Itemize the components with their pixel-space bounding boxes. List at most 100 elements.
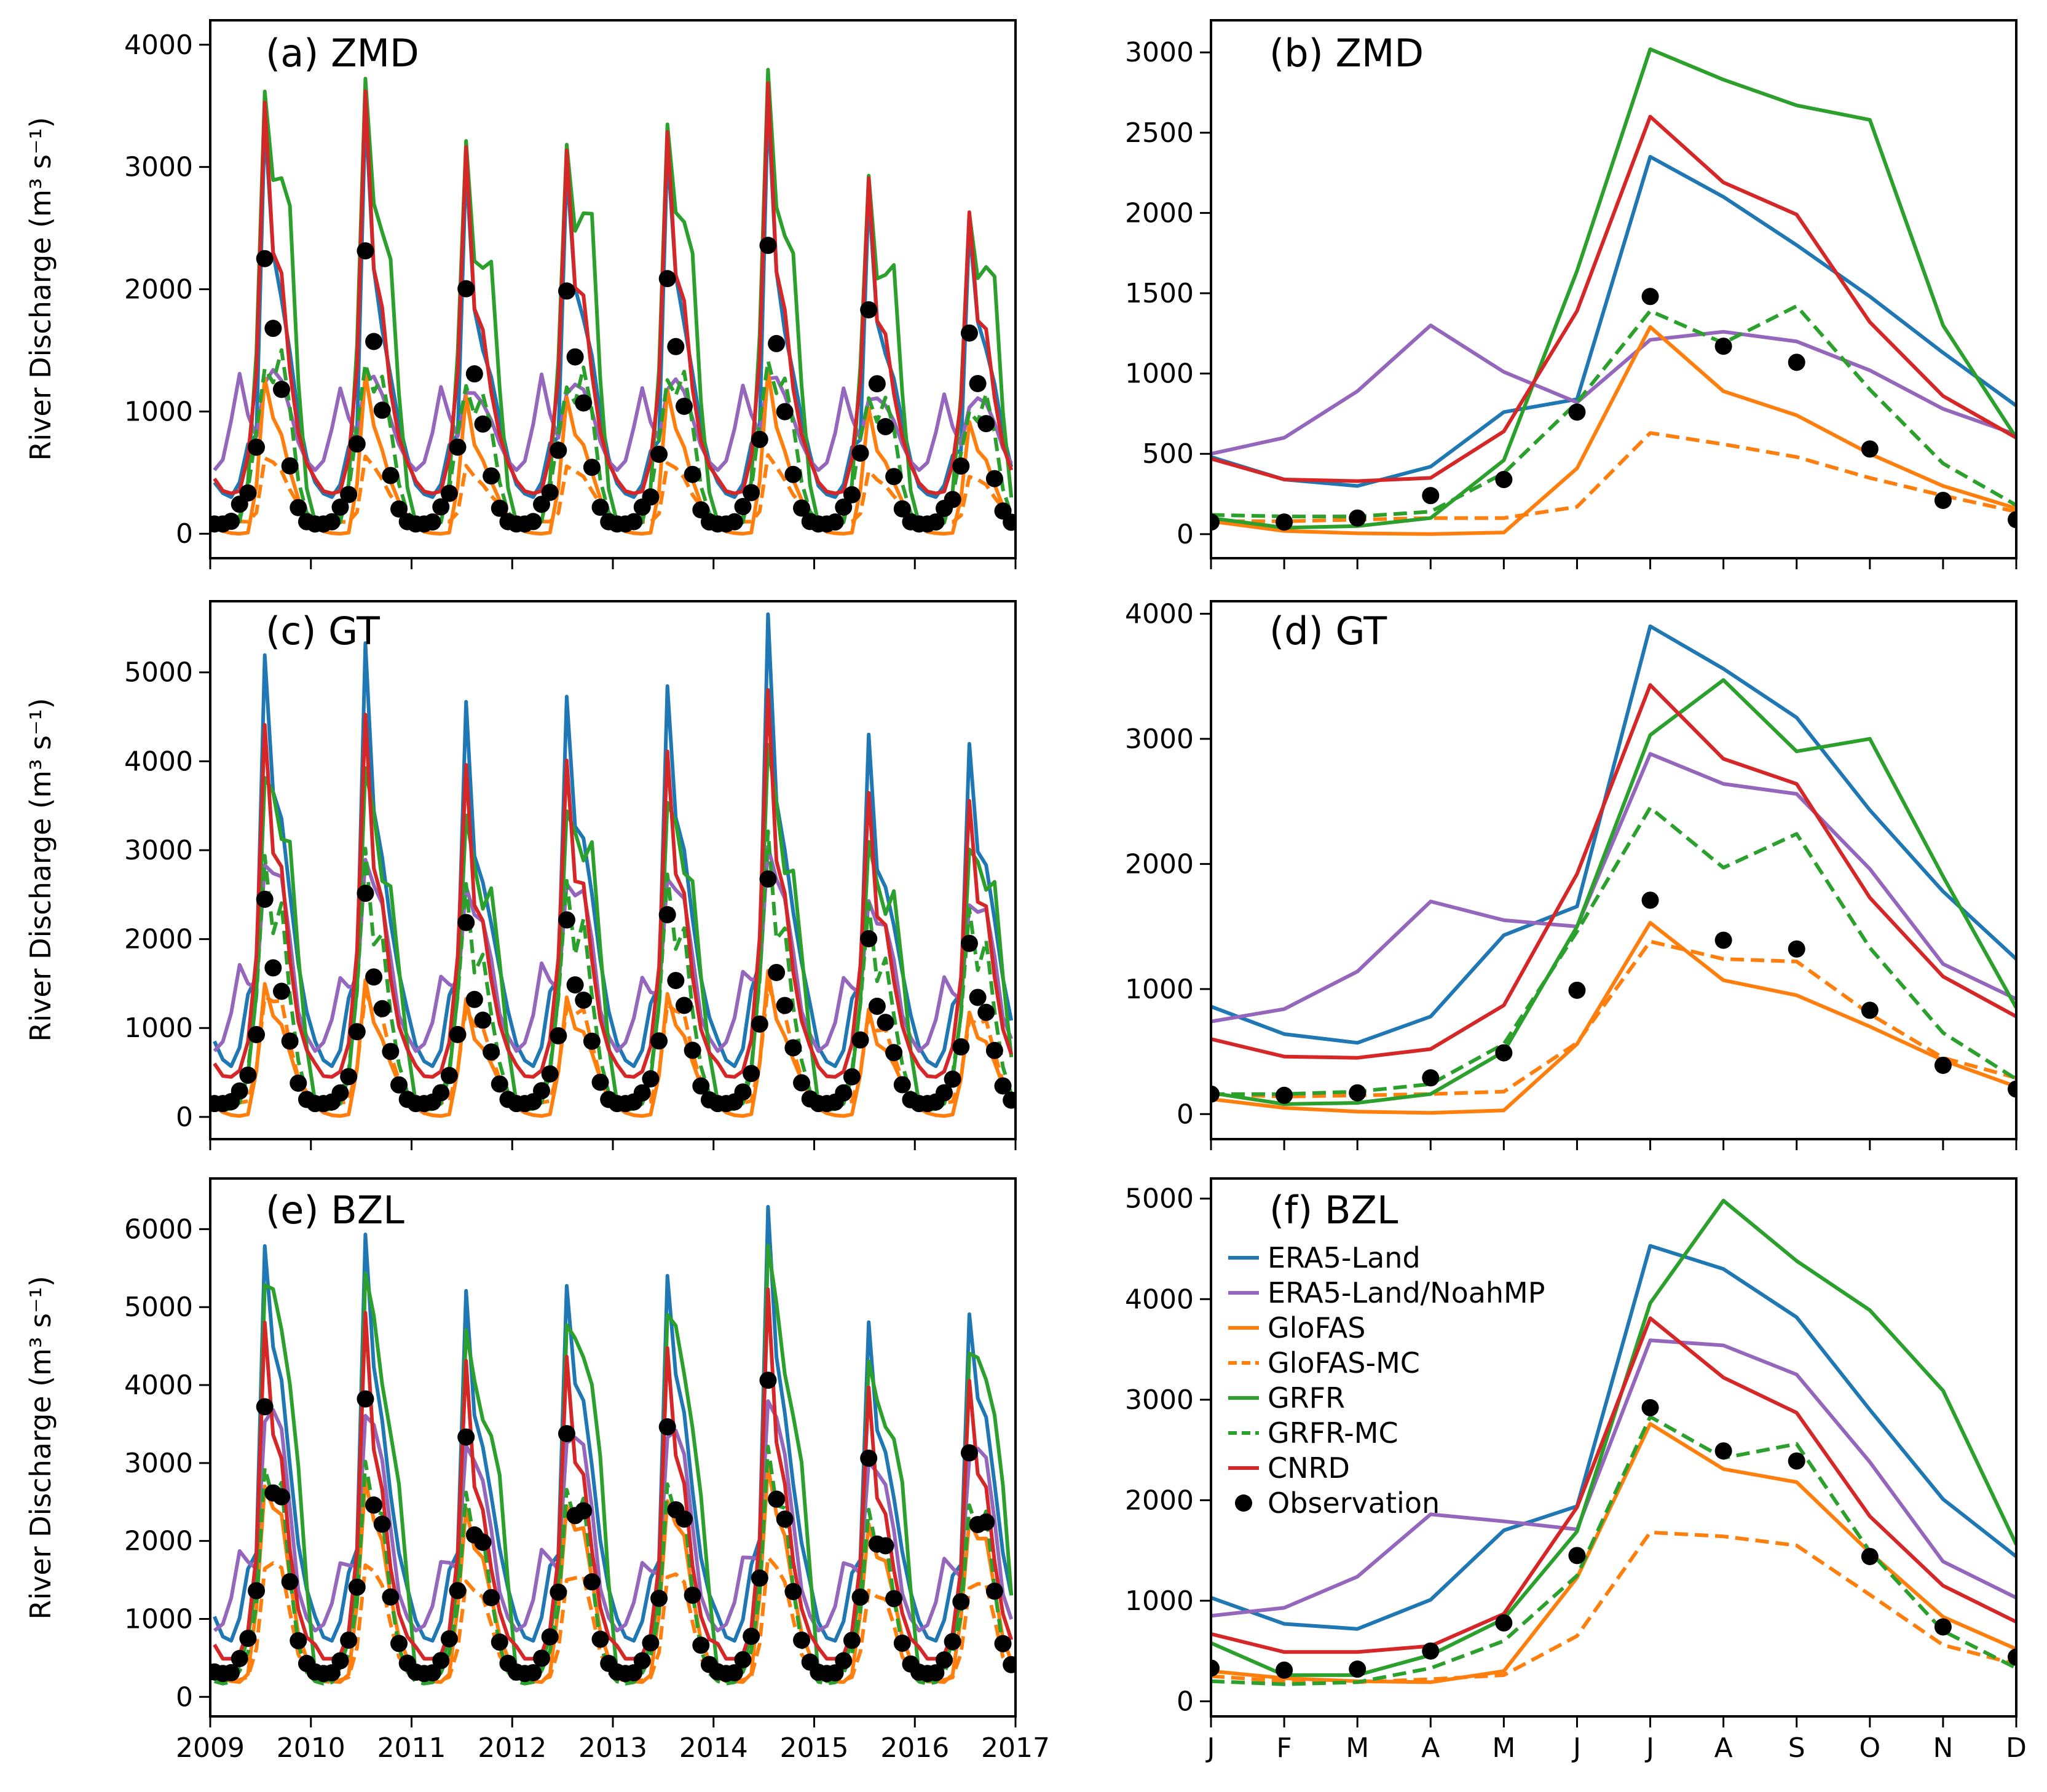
observation-point xyxy=(1934,1056,1952,1074)
observation-point xyxy=(743,1065,760,1083)
observation-point xyxy=(776,403,794,420)
observation-point xyxy=(491,1633,508,1651)
panel-a-title: (a) ZMD xyxy=(266,31,419,76)
observation-point xyxy=(357,885,374,902)
series-line-era5-land-noahmp xyxy=(1211,1338,2016,1618)
observation-point xyxy=(835,1652,853,1670)
observation-point xyxy=(256,890,274,908)
observation-point xyxy=(491,1075,508,1093)
observation-point xyxy=(424,1664,441,1682)
x-tick-label: J xyxy=(1571,1732,1581,1764)
observation-point xyxy=(944,1070,961,1088)
y-tick-label: 4000 xyxy=(124,746,193,777)
series-line-cnrd xyxy=(213,81,1014,495)
observation-point xyxy=(248,1025,266,1043)
x-tick-label: D xyxy=(2006,1732,2027,1764)
observation-point xyxy=(239,484,257,502)
observation-point xyxy=(541,1065,559,1083)
observation-point xyxy=(583,459,601,476)
y-tick-label: 3000 xyxy=(1125,37,1194,68)
x-tick-label: F xyxy=(1276,1732,1292,1764)
panel-d-title: (d) GT xyxy=(1269,609,1387,653)
series-line-cnrd xyxy=(1211,1316,2016,1654)
y-tick-label: 3000 xyxy=(124,835,193,866)
observation-point xyxy=(1211,1659,1220,1677)
y-tick-label: 1000 xyxy=(1125,1585,1194,1617)
observation-point xyxy=(373,401,391,419)
y-tick-label: 2000 xyxy=(1125,848,1194,880)
observation-point xyxy=(936,1651,953,1669)
panel-c: 0 1000 2000 3000 4000 5000 (c) GT xyxy=(124,600,1017,1150)
observation-point xyxy=(541,1628,559,1646)
panel-b-data xyxy=(1211,47,2016,536)
observation-point xyxy=(449,1025,467,1043)
observation-point xyxy=(1276,513,1293,531)
observation-point xyxy=(457,1428,475,1446)
panel-e: 0 1000 2000 3000 4000 5000 6000 2009 2010 2011 201… xyxy=(124,1177,1050,1764)
observation-point xyxy=(658,906,676,923)
legend-item: CNRD xyxy=(1228,1451,1350,1485)
y-tick-label: 1000 xyxy=(124,396,193,427)
observation-point xyxy=(382,467,400,484)
panel-a-data xyxy=(210,68,1016,536)
observation-point xyxy=(877,418,894,436)
observation-point xyxy=(575,991,593,1009)
legend: ERA5-Land ERA5-Land/NoahMP GloFAS GloFAS… xyxy=(1228,1241,1545,1520)
x-tick-label: 2017 xyxy=(981,1732,1050,1764)
observation-point xyxy=(575,394,593,412)
y-tick-label: 2000 xyxy=(124,1526,193,1557)
observation-point xyxy=(835,1084,853,1102)
observation-point xyxy=(759,870,777,888)
observation-point xyxy=(541,483,559,501)
y-tick-label: 0 xyxy=(1177,1686,1194,1717)
observation-point xyxy=(843,1068,861,1086)
observation-point xyxy=(483,1043,500,1061)
observation-point xyxy=(331,499,349,516)
observation-point xyxy=(969,374,987,392)
observation-point xyxy=(357,242,374,260)
x-tick-label: A xyxy=(1714,1732,1733,1764)
legend-item: Observation xyxy=(1235,1486,1440,1520)
observation-point xyxy=(675,397,693,415)
observation-point xyxy=(465,365,483,383)
observation-point xyxy=(440,484,458,502)
observation-point xyxy=(272,381,290,398)
observation-point xyxy=(264,959,282,977)
observation-point xyxy=(642,1634,660,1652)
observation-point xyxy=(432,1652,450,1670)
legend-label: GloFAS-MC xyxy=(1268,1346,1420,1380)
observation-point xyxy=(633,1084,651,1102)
x-tick-label: O xyxy=(1859,1732,1880,1764)
observation-point xyxy=(793,499,811,517)
observation-point xyxy=(751,430,768,448)
observation-point xyxy=(591,1073,609,1091)
legend-item: GRFR-MC xyxy=(1228,1416,1398,1450)
observation-point xyxy=(524,513,542,531)
y-axis-label-e: River Discharge (m³ s⁻¹) xyxy=(24,1276,57,1619)
observation-point xyxy=(784,1582,802,1600)
observation-point xyxy=(533,1649,551,1667)
observation-point xyxy=(985,1041,1003,1059)
observation-point xyxy=(2008,1648,2016,1666)
series-line-cnrd xyxy=(1211,114,2016,483)
panel-c-axes: 0 1000 2000 3000 4000 5000 xyxy=(124,657,1017,1150)
observation-point xyxy=(382,1588,400,1606)
observation-point xyxy=(751,1569,768,1587)
series-line-era5-land-noahmp xyxy=(1211,752,2016,1024)
observation-point xyxy=(684,1041,701,1059)
observation-point xyxy=(751,1015,768,1033)
observation-point xyxy=(826,1664,844,1682)
observation-point xyxy=(256,1398,274,1416)
observation-point xyxy=(457,914,475,931)
y-tick-label: 4000 xyxy=(124,1370,193,1401)
observation-point xyxy=(382,1043,400,1060)
observation-point xyxy=(768,334,786,352)
observation-point xyxy=(1422,487,1440,505)
panel-e-frame xyxy=(209,1177,1017,1718)
panel-c-frame xyxy=(209,600,1017,1140)
y-axis-label-a: River Discharge (m³ s⁻¹) xyxy=(24,117,57,460)
observation-point xyxy=(625,513,643,531)
x-tick-label: 2009 xyxy=(176,1732,245,1764)
observation-point xyxy=(893,1076,911,1094)
observation-point xyxy=(1861,1547,1879,1565)
